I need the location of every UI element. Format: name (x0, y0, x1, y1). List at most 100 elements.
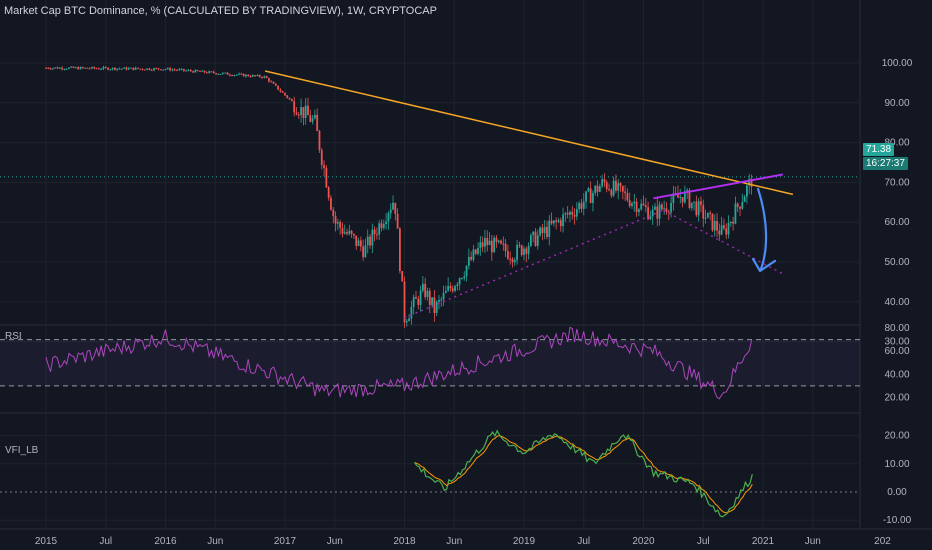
candle-body (63, 69, 66, 71)
candle-body (320, 150, 323, 165)
candle-body (467, 256, 470, 266)
candle-body (723, 225, 725, 229)
candle-body (341, 227, 344, 234)
candle-body (750, 178, 753, 187)
candle-body (95, 68, 98, 70)
time-tick-label: Jul (577, 536, 590, 547)
candle-body (447, 285, 450, 291)
candle-body (376, 234, 378, 236)
candle-body (54, 67, 57, 69)
candle-body (690, 202, 693, 208)
candle-body (160, 69, 162, 71)
candle-body (741, 201, 744, 209)
candle-body (490, 240, 493, 253)
candle-body (743, 196, 746, 202)
candle-body (164, 69, 167, 71)
candle-body (286, 95, 289, 98)
time-tick-label: 2019 (513, 536, 536, 547)
resistance-trendline (264, 70, 794, 196)
candle-body (587, 188, 590, 192)
candle-body (307, 105, 309, 116)
candle-body (748, 178, 751, 186)
candle-body (479, 242, 482, 249)
candle-body (58, 67, 61, 69)
candle-body (615, 180, 617, 191)
candle-body (729, 221, 732, 224)
candle-body (102, 67, 105, 69)
candle-body (507, 251, 509, 259)
candle-body (389, 209, 392, 214)
candle-body (603, 179, 606, 183)
candle-body (500, 240, 502, 244)
candle-body (419, 290, 422, 305)
candle-body (300, 107, 302, 116)
candle-body (589, 188, 592, 204)
time-tick-label: 2018 (393, 536, 416, 547)
candle-body (240, 73, 243, 75)
candle-body (343, 232, 346, 234)
candle-body (100, 68, 103, 70)
price-tick-label: 30.00 (884, 337, 909, 348)
candle-body (631, 203, 633, 207)
candle-body (297, 114, 300, 116)
rsi-band-fill (0, 339, 860, 386)
candle-body (371, 229, 374, 246)
candle-body (550, 220, 553, 224)
candle-body (258, 75, 261, 77)
candle-body (403, 281, 406, 323)
candle-body (580, 203, 583, 209)
candle-body (157, 68, 160, 70)
candle-body (727, 223, 730, 235)
candle-body (279, 89, 282, 92)
candle-body (355, 235, 358, 246)
candle-body (226, 72, 229, 75)
candle-body (182, 68, 185, 71)
candle-body (566, 213, 569, 215)
candle-body (624, 191, 627, 193)
candle-body (56, 67, 59, 69)
candle-body (504, 243, 507, 252)
candle-body (353, 233, 355, 236)
candle-body (465, 265, 468, 277)
candle-body (146, 68, 149, 70)
candle-body (254, 75, 257, 77)
last-price-tag: 71.38 (863, 143, 895, 156)
candle-body (564, 213, 567, 215)
candle-body (327, 187, 330, 198)
candle-body (660, 204, 663, 210)
candle-body (656, 206, 659, 219)
candle-body (739, 206, 741, 209)
candle-body (716, 220, 718, 231)
candle-body (176, 69, 178, 71)
candle-body (667, 211, 670, 213)
time-tick-label: 2017 (274, 536, 297, 547)
candle-body (571, 211, 574, 216)
candle-body (610, 190, 613, 196)
candle-body (277, 85, 280, 90)
candle-body (137, 67, 139, 69)
candle-body (520, 245, 523, 256)
candle-body (421, 283, 424, 291)
rsi-pane-label: RSI (5, 331, 22, 342)
candle-body (495, 237, 498, 242)
candle-body (235, 74, 238, 76)
candle-body (424, 283, 427, 298)
rsi-tick-label: 40.00 (884, 369, 909, 380)
candle-body (539, 227, 541, 236)
rsi-line (45, 326, 752, 400)
candle-body (332, 209, 335, 217)
candle-body (178, 69, 181, 71)
candle-body (484, 237, 486, 247)
vfi-tick-label: -10.00 (883, 515, 912, 526)
candle-body (74, 67, 77, 69)
candle-body (346, 232, 348, 234)
candle-body (428, 290, 431, 305)
candle-body (228, 74, 231, 76)
candle-body (141, 68, 144, 70)
candle-body (150, 69, 153, 71)
candle-body (518, 244, 521, 246)
vfi-tick-label: 0.00 (887, 487, 907, 498)
candle-body (65, 68, 68, 70)
candle-body (311, 118, 314, 122)
